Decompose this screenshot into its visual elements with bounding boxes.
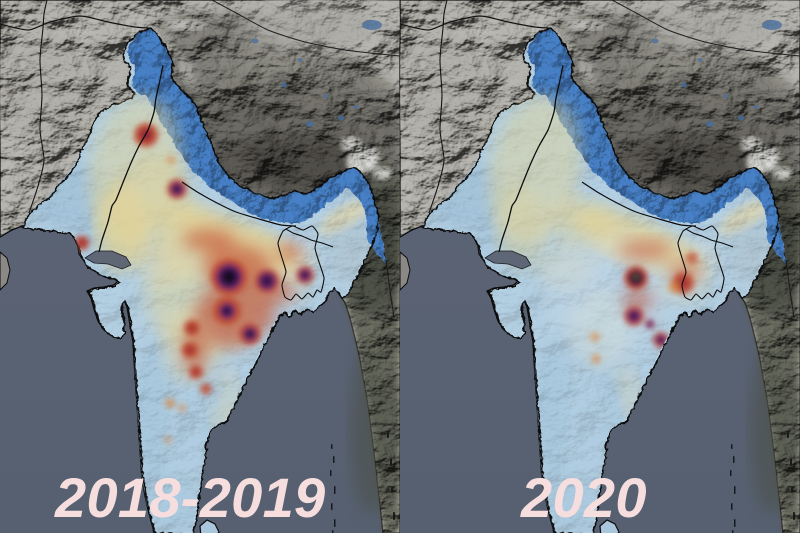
svg-text:2020: 2020: [520, 466, 647, 529]
svg-text:2018-2019: 2018-2019: [54, 466, 326, 529]
